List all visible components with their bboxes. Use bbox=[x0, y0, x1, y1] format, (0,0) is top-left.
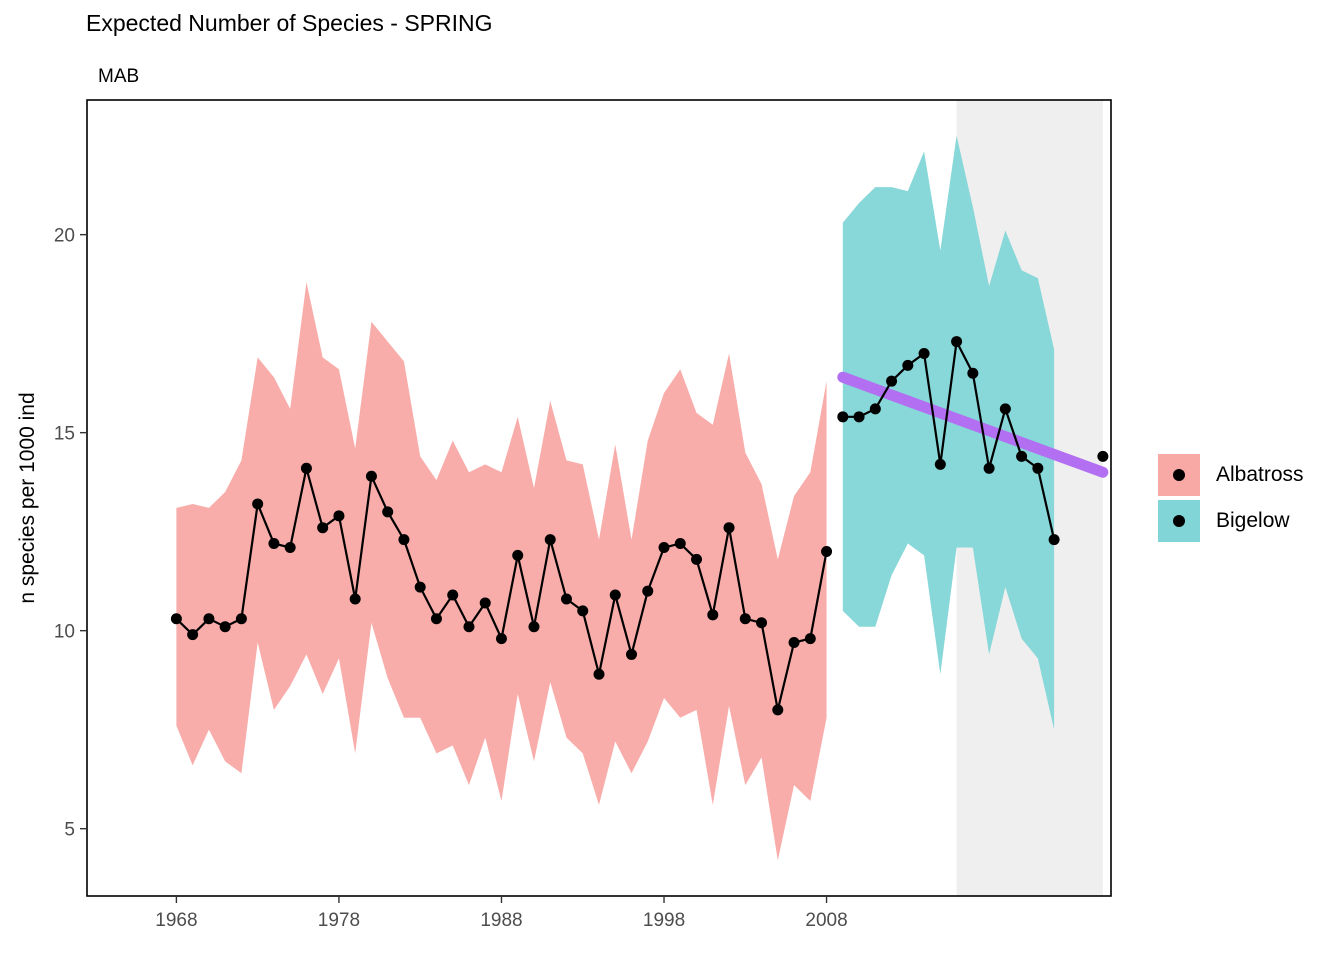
y-tick-label: 10 bbox=[54, 622, 75, 643]
x-tick-label: 1998 bbox=[643, 910, 685, 931]
data-point-albatross bbox=[268, 538, 280, 550]
data-point-albatross bbox=[333, 510, 345, 522]
data-point-bigelow bbox=[853, 411, 865, 423]
data-point-albatross bbox=[187, 629, 199, 641]
data-point-bigelow bbox=[999, 403, 1011, 415]
chart-subtitle: MAB bbox=[98, 66, 140, 87]
x-tick-label: 1978 bbox=[318, 910, 360, 931]
trend-line bbox=[837, 371, 1109, 478]
data-point-albatross bbox=[560, 593, 572, 605]
data-point-albatross bbox=[642, 585, 654, 597]
y-tick-label: 15 bbox=[54, 424, 75, 445]
chart-title: Expected Number of Species - SPRING bbox=[86, 10, 493, 36]
data-point-albatross bbox=[430, 613, 442, 625]
data-point-bigelow bbox=[1016, 450, 1028, 462]
data-point-albatross bbox=[219, 621, 231, 633]
y-tick-label: 20 bbox=[54, 226, 75, 247]
data-point-albatross bbox=[203, 613, 215, 625]
data-point-albatross bbox=[252, 498, 264, 510]
legend-label-bigelow: Bigelow bbox=[1216, 509, 1290, 532]
data-point-albatross bbox=[739, 613, 751, 625]
data-point-albatross bbox=[788, 637, 800, 649]
data-point-bigelow bbox=[1048, 534, 1060, 546]
x-tick-label: 1988 bbox=[480, 910, 522, 931]
data-point-albatross bbox=[691, 553, 703, 565]
data-point-albatross bbox=[723, 522, 735, 534]
data-point-albatross bbox=[398, 534, 410, 546]
data-point-albatross bbox=[756, 617, 768, 629]
x-tick-label: 1968 bbox=[155, 910, 197, 931]
data-point-albatross bbox=[300, 462, 312, 474]
data-point-albatross bbox=[577, 605, 589, 617]
data-point-albatross bbox=[495, 633, 507, 645]
data-point-bigelow bbox=[951, 336, 963, 348]
data-point-albatross bbox=[512, 549, 524, 561]
data-point-extra bbox=[1097, 450, 1109, 462]
data-point-albatross bbox=[414, 581, 426, 593]
data-point-albatross bbox=[317, 522, 329, 534]
legend-label-albatross: Albatross bbox=[1216, 463, 1304, 486]
y-tick-label: 5 bbox=[64, 820, 75, 841]
x-tick-label: 2008 bbox=[805, 910, 847, 931]
data-point-albatross bbox=[349, 593, 361, 605]
data-point-albatross bbox=[609, 589, 621, 601]
legend-key-albatross bbox=[1158, 454, 1200, 496]
data-point-bigelow bbox=[1032, 462, 1044, 474]
data-point-albatross bbox=[658, 542, 670, 554]
data-point-albatross bbox=[463, 621, 475, 633]
data-point-albatross bbox=[235, 613, 247, 625]
data-point-albatross bbox=[170, 613, 182, 625]
data-point-albatross bbox=[707, 609, 719, 621]
data-point-albatross bbox=[365, 470, 377, 482]
data-point-albatross bbox=[479, 597, 491, 609]
legend-key-bigelow bbox=[1158, 500, 1200, 542]
data-point-bigelow bbox=[967, 367, 979, 379]
data-point-albatross bbox=[284, 542, 296, 554]
data-point-bigelow bbox=[918, 347, 930, 359]
legend-point-icon bbox=[1173, 469, 1185, 481]
y-axis-label: n species per 1000 ind bbox=[16, 392, 39, 603]
data-point-albatross bbox=[528, 621, 540, 633]
data-point-albatross bbox=[544, 534, 556, 546]
data-point-albatross bbox=[382, 506, 394, 518]
data-point-bigelow bbox=[886, 375, 898, 387]
data-point-bigelow bbox=[934, 458, 946, 470]
plot-border bbox=[86, 99, 1112, 897]
legend-point-icon bbox=[1173, 515, 1185, 527]
data-point-albatross bbox=[821, 545, 833, 557]
data-point-bigelow bbox=[983, 462, 995, 474]
data-point-albatross bbox=[804, 633, 816, 645]
data-point-albatross bbox=[674, 538, 686, 550]
data-point-albatross bbox=[447, 589, 459, 601]
data-point-bigelow bbox=[902, 359, 914, 371]
data-point-bigelow bbox=[869, 403, 881, 415]
ribbon-bigelow bbox=[842, 135, 1055, 730]
data-point-albatross bbox=[626, 648, 638, 660]
data-point-albatross bbox=[772, 704, 784, 716]
data-point-albatross bbox=[593, 668, 605, 680]
data-point-bigelow bbox=[837, 411, 849, 423]
ribbon-albatross bbox=[176, 282, 827, 861]
